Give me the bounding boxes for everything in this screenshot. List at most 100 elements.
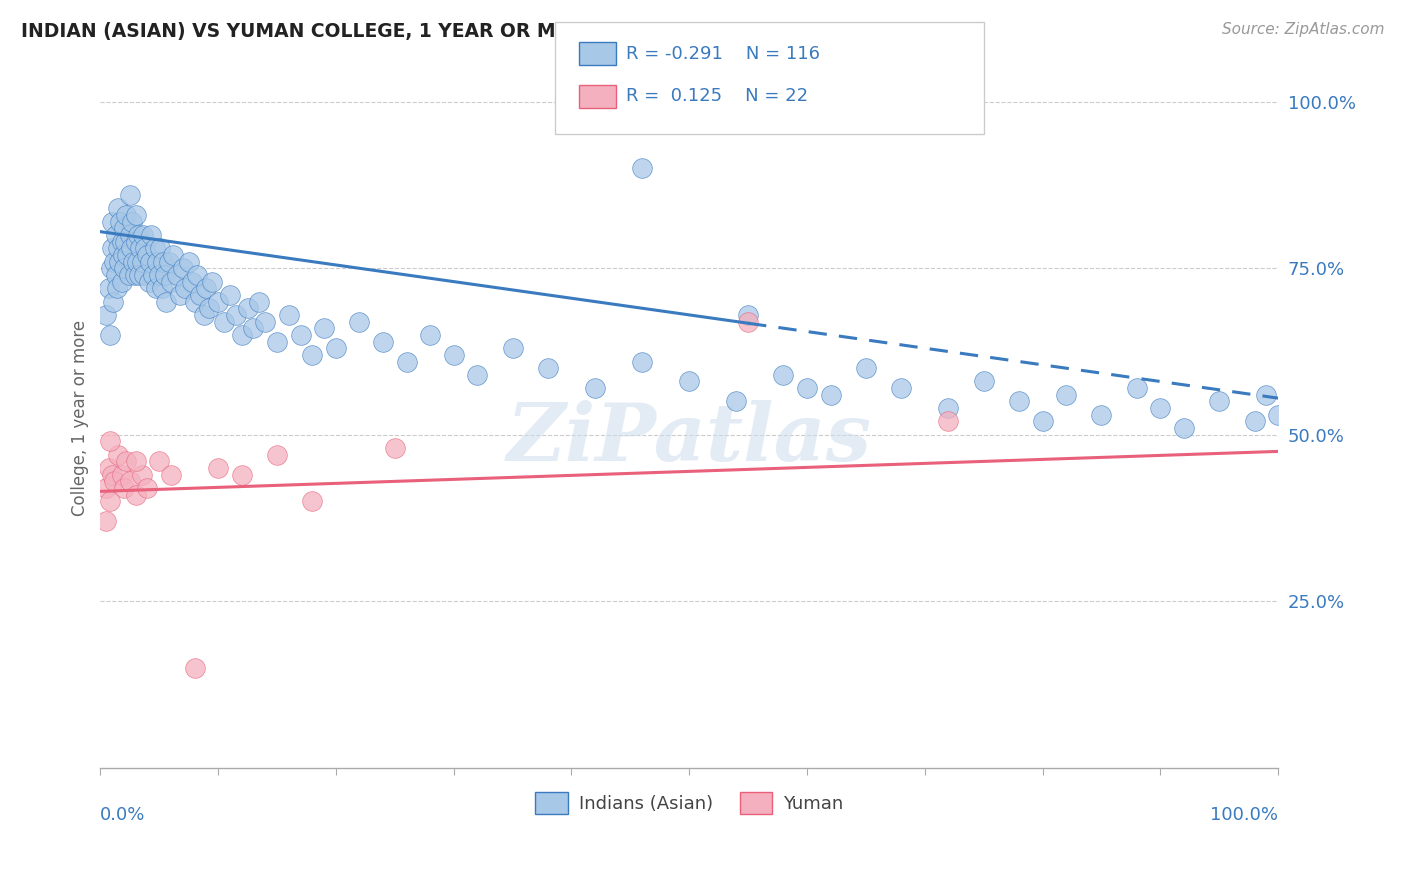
Point — [145, 281, 167, 295]
Point — [1008, 394, 1031, 409]
Point — [101, 215, 124, 229]
Point — [136, 248, 159, 262]
Point — [103, 475, 125, 489]
Y-axis label: College, 1 year or more: College, 1 year or more — [72, 320, 89, 516]
Point — [938, 414, 960, 428]
Point — [174, 281, 197, 295]
Point — [96, 308, 118, 322]
Text: Source: ZipAtlas.com: Source: ZipAtlas.com — [1222, 22, 1385, 37]
Point — [157, 254, 180, 268]
Point — [1054, 388, 1077, 402]
Point — [201, 275, 224, 289]
Point — [131, 467, 153, 482]
Point — [181, 275, 204, 289]
Point — [107, 241, 129, 255]
Point — [678, 375, 700, 389]
Point — [190, 288, 212, 302]
Point — [110, 467, 132, 482]
Point — [266, 448, 288, 462]
Point — [122, 254, 145, 268]
Point — [121, 215, 143, 229]
Point — [115, 454, 138, 468]
Point — [111, 248, 134, 262]
Point — [737, 314, 759, 328]
Point — [1256, 388, 1278, 402]
Point — [197, 301, 219, 316]
Point — [219, 288, 242, 302]
Point — [98, 327, 121, 342]
Point — [207, 294, 229, 309]
Point — [129, 241, 152, 255]
Point — [142, 268, 165, 282]
Point — [132, 227, 155, 242]
Point — [139, 227, 162, 242]
Point — [117, 268, 139, 282]
Point — [1173, 421, 1195, 435]
Point — [855, 361, 877, 376]
Point — [146, 254, 169, 268]
Point — [443, 348, 465, 362]
Point — [820, 388, 842, 402]
Point — [166, 268, 188, 282]
Point — [108, 254, 131, 268]
Point — [117, 248, 139, 262]
Text: R = -0.291    N = 116: R = -0.291 N = 116 — [626, 45, 820, 62]
Point — [104, 268, 127, 282]
Point — [183, 661, 205, 675]
Point — [301, 494, 323, 508]
Point — [114, 235, 136, 249]
Point — [105, 281, 128, 295]
Point — [125, 454, 148, 468]
Point — [125, 254, 148, 268]
Point — [96, 481, 118, 495]
Point — [110, 215, 132, 229]
Point — [112, 481, 135, 495]
Point — [890, 381, 912, 395]
Point — [1126, 381, 1149, 395]
Point — [149, 241, 172, 255]
Point — [277, 308, 299, 322]
Point — [1243, 414, 1265, 428]
Point — [131, 254, 153, 268]
Point — [242, 321, 264, 335]
Point — [128, 268, 150, 282]
Point — [973, 375, 995, 389]
Point — [112, 261, 135, 276]
Point — [125, 235, 148, 249]
Point — [103, 254, 125, 268]
Point — [314, 321, 336, 335]
Point — [118, 227, 141, 242]
Point — [96, 514, 118, 528]
Point — [97, 461, 120, 475]
Point — [143, 241, 166, 255]
Point — [118, 475, 141, 489]
Point — [938, 401, 960, 416]
Point — [103, 294, 125, 309]
Point — [125, 488, 148, 502]
Point — [101, 467, 124, 482]
Point — [160, 275, 183, 289]
Point — [419, 327, 441, 342]
Point — [153, 268, 176, 282]
Point — [97, 281, 120, 295]
Point — [1267, 408, 1289, 422]
Point — [110, 235, 132, 249]
Point — [502, 341, 524, 355]
Text: R =  0.125    N = 22: R = 0.125 N = 22 — [626, 87, 808, 105]
Point — [325, 341, 347, 355]
Point — [139, 254, 162, 268]
Point — [212, 314, 235, 328]
Point — [1149, 401, 1171, 416]
Point — [110, 275, 132, 289]
Point — [120, 241, 142, 255]
Point — [231, 327, 253, 342]
Point — [172, 261, 194, 276]
Point — [231, 467, 253, 482]
Point — [155, 294, 177, 309]
Point — [138, 275, 160, 289]
Point — [124, 268, 146, 282]
Point — [134, 241, 156, 255]
Point — [266, 334, 288, 349]
Point — [148, 268, 170, 282]
Point — [465, 368, 488, 382]
